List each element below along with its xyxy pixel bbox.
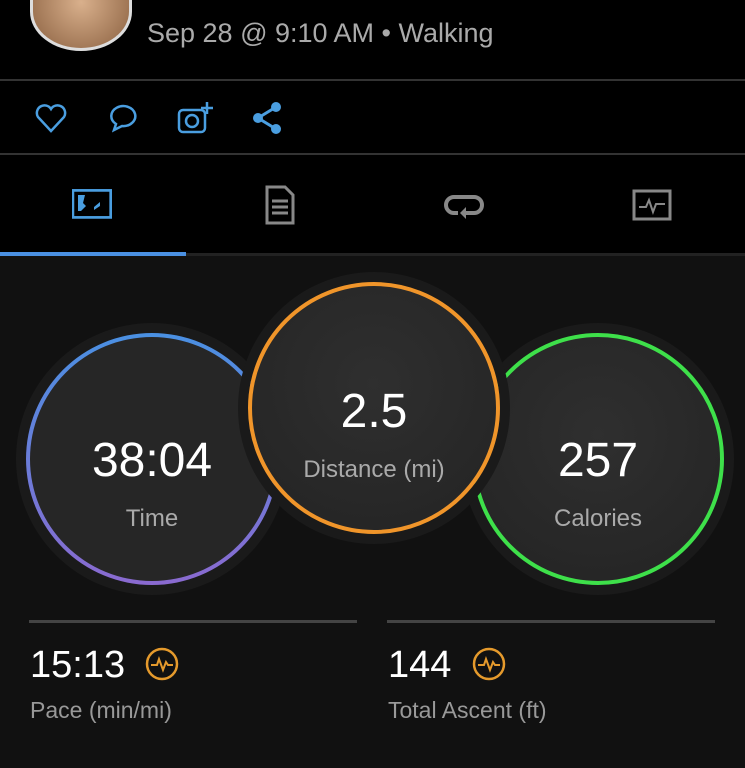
ascent-chart-icon[interactable] (471, 646, 507, 682)
activity-subtitle: Sep 28 @ 9:10 AM • Walking (147, 18, 494, 48)
calories-circle: 257 Calories (472, 333, 724, 585)
divider (29, 620, 357, 623)
distance-label: Distance (mi) (303, 456, 445, 483)
pace-chart-icon[interactable] (144, 646, 180, 682)
divider (0, 153, 745, 155)
active-tab-indicator (0, 252, 186, 256)
tab-stats-map[interactable] (72, 185, 112, 225)
distance-circle: 2.5 Distance (mi) (248, 282, 500, 534)
comment-icon[interactable] (104, 100, 140, 136)
divider (0, 79, 745, 81)
pace-label: Pace (min/mi) (30, 697, 172, 723)
tab-details[interactable] (259, 185, 299, 225)
share-icon[interactable] (250, 100, 286, 136)
calories-value: 257 (557, 434, 639, 487)
ascent-value: 144 (388, 644, 452, 686)
time-value: 38:04 (91, 434, 213, 487)
time-label: Time (125, 505, 179, 532)
divider (387, 620, 715, 623)
tab-laps[interactable] (444, 185, 484, 225)
distance-value: 2.5 (340, 385, 408, 438)
calories-label: Calories (553, 505, 643, 532)
ascent-label: Total Ascent (ft) (388, 697, 547, 723)
avatar[interactable] (30, 0, 132, 51)
time-circle: 38:04 Time (26, 333, 278, 585)
add-photo-icon[interactable] (177, 100, 213, 136)
tab-charts[interactable] (632, 185, 672, 225)
heart-icon[interactable] (33, 100, 69, 136)
pace-value: 15:13 (30, 644, 126, 686)
tab-track (186, 253, 745, 256)
